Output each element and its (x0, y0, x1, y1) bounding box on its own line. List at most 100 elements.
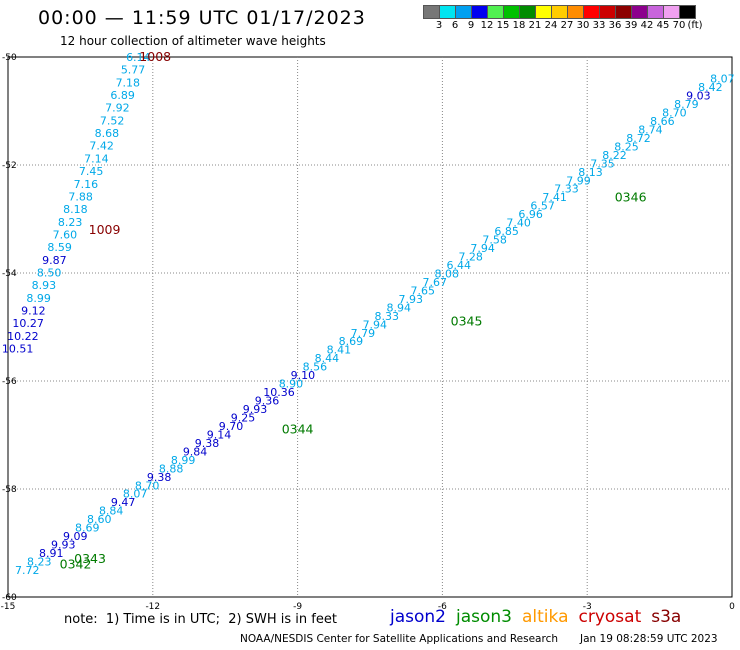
latitude-tick-label: -60 (2, 593, 17, 603)
wave-height-value: 8.07 (123, 488, 148, 501)
mission-label: jason3 (456, 607, 512, 627)
wave-height-value: 9.10 (291, 369, 316, 382)
wave-height-value: 8.69 (75, 522, 100, 535)
legend-label: 15 (496, 20, 510, 31)
wave-height-value: 10.22 (7, 330, 39, 343)
wave-height-value: 9.70 (219, 420, 244, 433)
wave-height-value: 8.08 (434, 267, 459, 280)
wave-height-value: 9.14 (207, 428, 232, 441)
wave-height-value: 7.93 (399, 293, 424, 306)
wave-height-value: 10.27 (12, 317, 44, 330)
legend-label: 18 (512, 20, 526, 31)
wave-height-value: 7.67 (422, 276, 447, 289)
legend-labels: 3 6 9 12 15 18 21 24 27 30 33 36 39 42 45 70 (ft) (423, 19, 703, 31)
wave-height-value: 7.94 (470, 242, 495, 255)
wave-height-value: 7.72 (15, 564, 40, 577)
track-time-label: 1009 (89, 222, 121, 237)
wave-height-value: 7.88 (68, 190, 93, 203)
latitude-tick-label: -54 (2, 269, 17, 279)
wave-height-value: 8.68 (95, 127, 120, 140)
legend-label: 33 (592, 20, 606, 31)
wave-height-value: 8.70 (662, 106, 687, 119)
wave-height-value: 8.69 (339, 335, 364, 348)
wave-height-value: 7.58 (482, 234, 507, 247)
wave-height-value: 10.51 (2, 343, 34, 356)
wave-height-value: 7.41 (542, 191, 567, 204)
longitude-tick-label: -6 (438, 602, 447, 612)
wave-height-value: 7.35 (590, 157, 615, 170)
wave-height-value: 7.99 (566, 174, 591, 187)
legend-label: 21 (528, 20, 542, 31)
wave-height-value: 7.18 (116, 76, 141, 89)
legend-label: 30 (576, 20, 590, 31)
legend-label: 36 (608, 20, 622, 31)
wave-height-value: 9.38 (147, 471, 172, 484)
wave-height-value: 7.28 (458, 251, 483, 264)
wave-height-value: 8.50 (37, 267, 62, 280)
wave-height-value: 7.33 (554, 183, 579, 196)
wave-height-value: 6.14 (126, 51, 151, 64)
track-time-label: 0344 (282, 422, 314, 437)
wave-height-value: 9.84 (183, 445, 208, 458)
wave-height-value: 6.89 (110, 89, 135, 102)
wave-height-value: 8.41 (327, 344, 352, 357)
wave-height-value: 8.44 (315, 352, 340, 365)
wave-height-value: 8.72 (626, 132, 651, 145)
wave-height-value: 7.60 (53, 228, 78, 241)
longitude-tick-label: 0 (729, 602, 735, 612)
wave-height-value: 8.88 (159, 462, 184, 475)
wave-height-value: 8.94 (387, 301, 412, 314)
mission-label: cryosat (578, 607, 642, 627)
wave-height-value: 8.91 (39, 547, 64, 560)
legend-color-swatches (423, 5, 696, 19)
wave-height-value: 9.47 (111, 496, 136, 509)
wave-height-value: 8.93 (32, 279, 57, 292)
wave-height-value: 8.79 (674, 98, 699, 111)
track-time-label: 0345 (451, 314, 483, 329)
mission-legend: jason2 jason3 altika cryosat s3a (390, 607, 691, 627)
footer-note: note: 1) Time is in UTC; 2) SWH is in fe… (64, 612, 337, 627)
mission-label: s3a (651, 607, 682, 627)
wave-height-value: 6.44 (446, 259, 471, 272)
map-grid (7, 56, 733, 598)
legend-swatch (679, 5, 696, 19)
wave-height-value: 8.13 (578, 166, 603, 179)
wave-height-value: 8.84 (99, 505, 124, 518)
wave-height-value: 6.96 (518, 208, 543, 221)
wave-height-value: 7.45 (79, 165, 104, 178)
wave-height-value: 6.57 (530, 200, 555, 213)
wave-height-value: 10.36 (263, 386, 295, 399)
latitude-tick-label: -52 (2, 161, 17, 171)
wave-height-value: 7.42 (89, 140, 114, 153)
track-time-label: 0346 (615, 189, 647, 204)
wave-height-value: 8.23 (58, 216, 83, 229)
wave-height-value: 7.92 (105, 102, 130, 115)
credit-line: NOAA/NESDIS Center for Satellite Applica… (240, 633, 558, 645)
wave-height-value: 8.18 (63, 203, 88, 216)
legend-label: 45 (656, 20, 670, 31)
legend-label: 42 (640, 20, 654, 31)
legend-label: 27 (560, 20, 574, 31)
latitude-tick-label: -58 (2, 485, 17, 495)
longitude-tick-label: -9 (293, 602, 302, 612)
track-time-label: 1008 (139, 49, 171, 64)
wave-height-value: 8.60 (87, 513, 112, 526)
legend-label: 12 (480, 20, 494, 31)
legend-label: (ft) (687, 20, 703, 31)
mission-label: altika (522, 607, 569, 627)
wave-height-value: 8.07 (710, 73, 735, 86)
track-time-label: 0343 (74, 551, 106, 566)
legend-label: 3 (435, 20, 443, 31)
wave-height-value: 8.90 (279, 378, 304, 391)
mission-label: jason2 (390, 607, 446, 627)
wave-observations: 6.145.777.186.897.927.528.687.427.147.45… (2, 51, 735, 577)
legend-label: 6 (451, 20, 459, 31)
wave-height-value: 7.40 (506, 217, 531, 230)
wave-height-value: 9.12 (21, 305, 46, 318)
wave-height-value: 9.87 (42, 254, 67, 267)
wave-height-value: 8.33 (375, 310, 400, 323)
wave-height-value: 6.85 (494, 225, 519, 238)
latitude-tick-label: -50 (2, 53, 17, 63)
longitude-tick-label: -12 (145, 602, 160, 612)
